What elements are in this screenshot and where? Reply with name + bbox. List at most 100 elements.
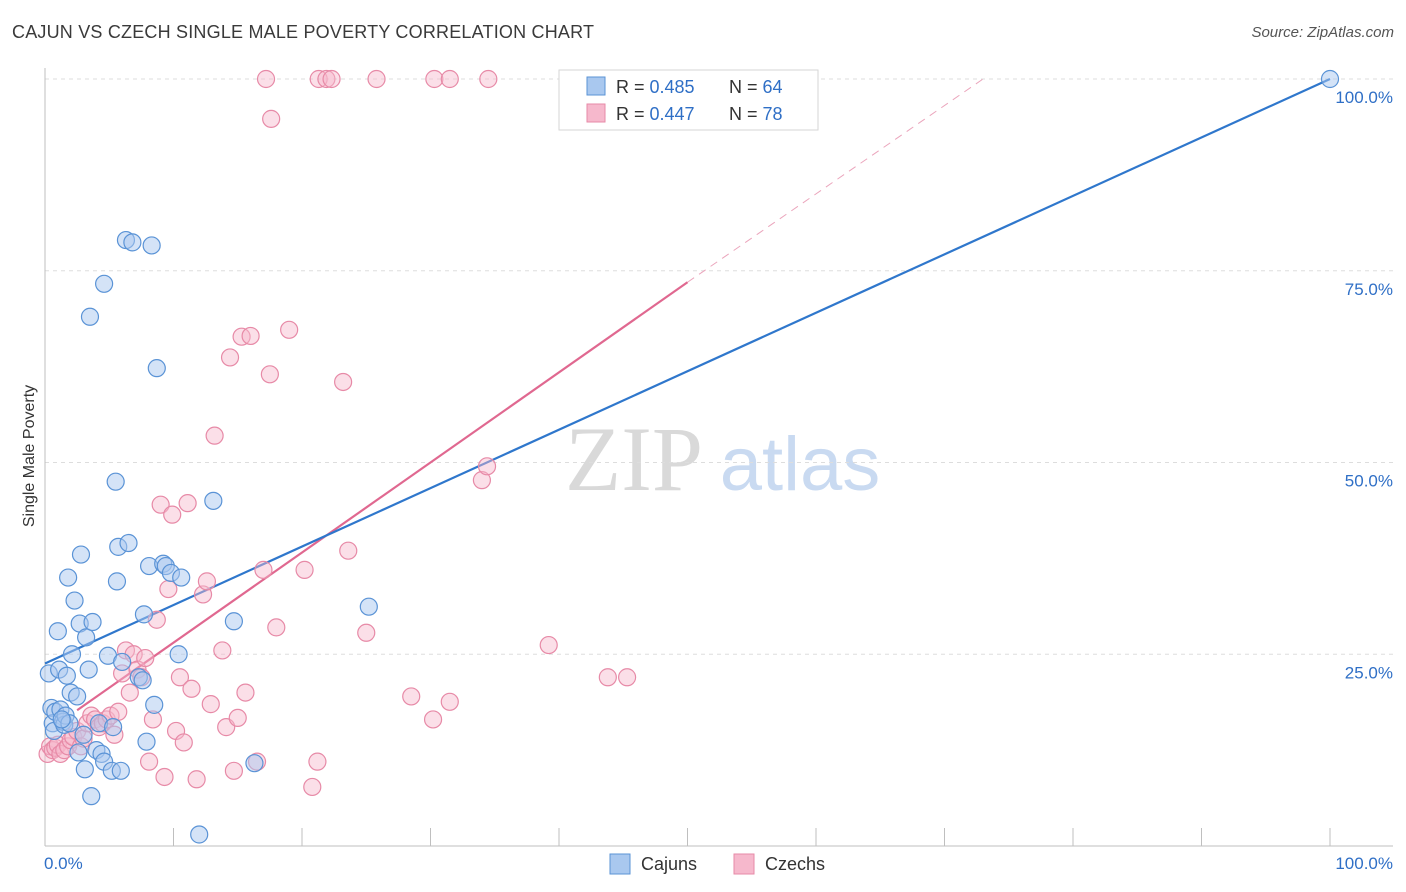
legend-n-value-cajun: 64 [763,77,783,97]
czech-point [241,326,260,346]
bottom-legend-label-cajuns: Cajuns [641,854,697,874]
cajun-trend-line [44,77,1331,665]
czech-point [120,683,139,702]
cajun-point [142,236,161,255]
czech-point [256,69,276,89]
czech-point [357,623,376,642]
legend-r-value-cajun: 0.485 [650,77,695,97]
czech-point [402,687,421,706]
svg-text:R = 0.485: R = 0.485 [616,77,695,97]
czech-point [280,320,299,339]
legend-swatch-cajun [586,76,606,96]
czech-point [205,426,224,445]
cajun-point [62,645,82,664]
czech-point [201,695,220,714]
cajun-point [59,568,78,587]
cajun-point [83,612,102,632]
czech-point [155,767,174,787]
czech-point [220,348,240,367]
czech-point [267,618,286,637]
czech-point [109,702,128,721]
czech-point [182,679,201,698]
czech-point [187,770,206,789]
cajun-point [52,710,71,729]
czech-point [254,560,273,579]
cajun-point [145,695,164,714]
y-tick-label: 100.0% [1335,88,1393,107]
cajun-point [359,597,378,616]
cajun-point [190,825,209,844]
watermark-zip: ZIP [565,408,703,510]
cajun-point [79,660,98,679]
cajun-point [224,612,243,631]
cajun-point [172,568,191,587]
watermark-atlas: atlas [720,422,881,507]
czech-point [151,495,170,514]
czech-point [477,457,497,476]
czech-point [303,777,322,797]
czech-point [317,69,336,89]
x-tick-label: 100.0% [1335,854,1393,873]
svg-text:N = 64: N = 64 [729,77,783,97]
x-tick-label: 0.0% [44,854,83,873]
correlation-legend: R = 0.485 N = 64 R = 0.447 N = 78 [558,69,819,131]
cajun-point [65,591,84,610]
czech-point [170,668,190,687]
cajun-point [75,760,94,779]
czech-point [539,635,558,655]
cajun-point [82,787,101,806]
czech-trend-extension [687,78,984,283]
czech-point [178,494,197,513]
cajun-point [111,761,130,780]
czech-point [334,372,353,392]
series-legend: Cajuns Czechs [609,853,825,875]
cajun-point [69,743,88,762]
bottom-legend-label-czechs: Czechs [765,854,825,874]
cajun-point [57,666,76,685]
tick-labels: 25.0% 50.0% 75.0% 100.0% 0.0% 100.0% [44,88,1393,873]
y-tick-label: 25.0% [1345,663,1393,682]
bottom-legend-swatch-cajuns [609,853,631,875]
czech-point [213,641,232,660]
chart-title: CAJUN VS CZECH SINGLE MALE POVERTY CORRE… [12,22,595,42]
legend-swatch-czech [586,103,606,123]
czech-point [136,648,155,668]
czech-point [260,365,279,384]
czech-point [618,668,637,687]
cajun-point [147,359,166,378]
cajun-point [95,274,114,293]
czech-point [228,708,247,728]
trend-lines [44,77,1331,712]
czech-point [262,109,281,128]
czech-point [224,761,243,780]
legend-n-label-cajun: N = [729,77,763,97]
czech-point [308,752,327,771]
czech-points [38,69,637,797]
cajun-point [245,754,264,773]
czech-point [339,541,358,560]
czech-point [472,471,491,490]
cajun-point [48,622,67,641]
czech-trend-line [76,281,689,712]
y-axis-label: Single Male Poverty [21,385,38,527]
czech-point [440,69,459,89]
czech-point [309,69,328,89]
czech-point [479,69,498,89]
czech-point [440,692,459,711]
cajun-point [107,572,127,591]
legend-r-label-cajun: R = [616,77,650,97]
cajun-point [119,533,138,553]
czech-point [425,69,444,89]
legend-n-value-czech: 78 [763,104,783,124]
y-tick-label: 75.0% [1345,280,1393,299]
svg-text:N = 78: N = 78 [729,104,783,124]
czech-point [423,710,443,729]
cajun-point [68,687,87,706]
czech-point [598,668,617,687]
czech-point [322,69,341,89]
czech-point [174,733,193,752]
cajun-point [71,545,91,564]
cajun-point [77,628,96,647]
cajun-points [39,69,1340,844]
